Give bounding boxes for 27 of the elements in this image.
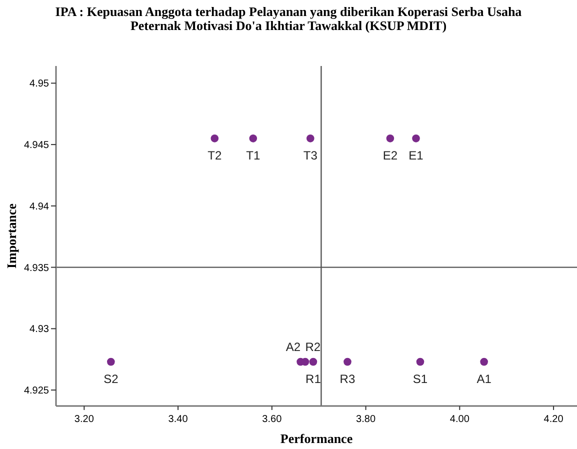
data-label: T3	[303, 148, 318, 162]
x-tick-label: 4.20	[544, 414, 564, 425]
y-tick-label: 4.935	[24, 262, 50, 274]
data-label: A1	[476, 372, 492, 386]
x-axis-title: Performance	[280, 431, 353, 446]
data-label: S2	[104, 372, 119, 386]
data-label: T1	[246, 148, 260, 162]
x-tick-label: 3.40	[168, 414, 188, 425]
x-tick-label: 3.20	[74, 414, 94, 425]
x-tick-label: 4.00	[450, 414, 470, 425]
data-label: R2	[305, 340, 321, 354]
data-label: T2	[208, 148, 222, 162]
chart-title: IPA : Kepuasan Anggota terhadap Pelayanan yang diberikan Koperasi Serba Usaha Peternak Motivasi Do'a Ikhtiar Tawakkal (KSUP MDIT)	[55, 4, 522, 33]
data-label: A2	[286, 340, 301, 354]
data-label: R1	[306, 372, 322, 386]
y-tick-label: 4.95	[30, 78, 50, 90]
y-tick-label: 4.925	[24, 386, 50, 397]
data-label: E1	[408, 148, 424, 162]
y-axis-title: Importance	[4, 203, 19, 268]
x-tick-label: 3.60	[262, 414, 282, 425]
data-label: S1	[412, 372, 428, 386]
y-tick-label: 4.94	[30, 201, 50, 212]
data-label: R3	[340, 372, 356, 386]
data-label: E2	[382, 148, 398, 162]
y-tick-label: 4.93	[30, 324, 50, 336]
x-tick-label: 3.80	[356, 414, 376, 425]
y-tick-label: 4.945	[24, 140, 50, 152]
